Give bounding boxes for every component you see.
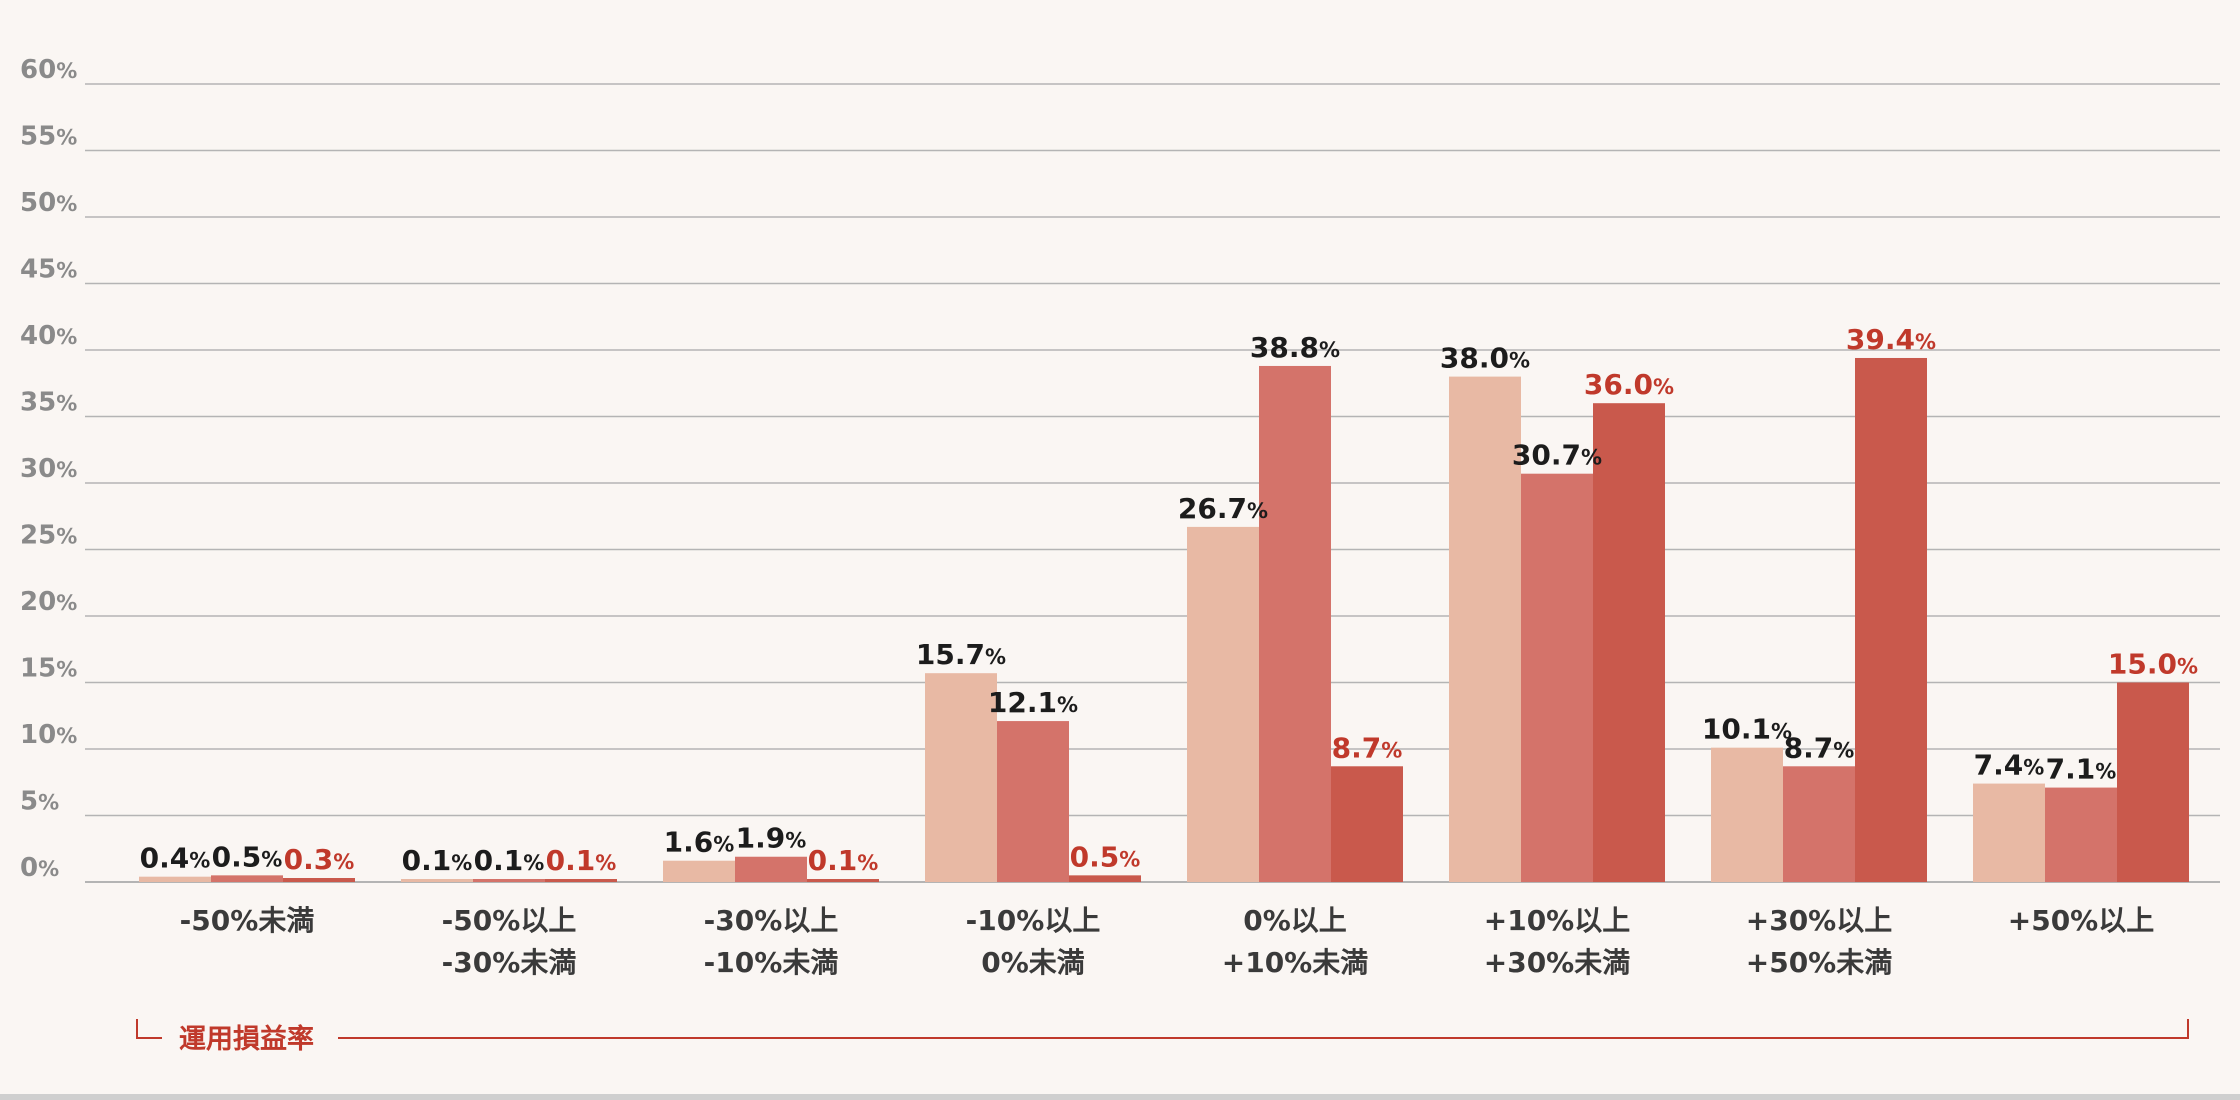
data-label: 15.0% (2108, 648, 2198, 681)
x-tick-label: 0%以上+10%未満 (1222, 904, 1368, 979)
bar (925, 673, 997, 882)
data-label: 15.7% (916, 638, 1006, 671)
bar (211, 875, 283, 882)
y-axis-ticks: 0% 5% 10% 15% 20% 25% 30% 35% 40% 45% 50% 55% 60% (20, 55, 77, 883)
y-tick-label: 0% (20, 853, 59, 883)
data-label: 38.8% (1250, 331, 1340, 364)
data-label: 0.5% (1070, 840, 1141, 873)
data-label: 7.1% (2046, 753, 2117, 786)
x-axis-categories: -50%未満 -50%以上-30%未満 -30%以上-10%未満 -10%以上 0%未満… (180, 904, 2155, 979)
x-tick-label: +10%以上+30%未満 (1484, 904, 1630, 979)
x-tick-label: +30%以上+50%未満 (1746, 904, 1892, 979)
data-label: 8.7% (1784, 731, 1855, 764)
bar (1711, 747, 1783, 882)
data-label: 0.3% (284, 843, 355, 876)
x-axis-title-group: 運用損益率 (136, 1019, 2189, 1055)
y-tick-label: 25% (20, 521, 77, 551)
bar (473, 879, 545, 882)
data-label: 0.4% (140, 842, 211, 875)
bottom-divider (0, 1094, 2240, 1100)
bar (283, 878, 355, 882)
data-label: 36.0% (1584, 368, 1674, 401)
data-label: 1.6% (664, 826, 735, 859)
data-label: 0.5% (212, 840, 283, 873)
bar (807, 879, 879, 882)
y-tick-label: 40% (20, 321, 77, 351)
axis-bracket-right (338, 1019, 2189, 1039)
data-label: 12.1% (988, 686, 1078, 719)
y-tick-label: 20% (20, 587, 77, 617)
data-label: 0.1% (474, 844, 545, 877)
x-tick-label: -10%以上 0%未満 (966, 904, 1101, 979)
data-label: 0.1% (546, 844, 617, 877)
bar (1449, 376, 1521, 882)
bar (1331, 766, 1403, 882)
x-tick-label: -50%未満 (180, 904, 315, 937)
x-tick-label: -30%以上-10%未満 (704, 904, 839, 979)
data-label: 8.7% (1332, 731, 1403, 764)
data-label: 1.9% (736, 822, 807, 855)
y-tick-label: 10% (20, 720, 77, 750)
bar (1855, 357, 1927, 883)
bar (735, 856, 807, 882)
x-tick-label: +50%以上 (2008, 904, 2154, 937)
x-axis-title: 運用損益率 (179, 1023, 314, 1055)
bar (1783, 766, 1855, 882)
data-label: 0.1% (402, 844, 473, 877)
y-tick-label: 45% (20, 255, 77, 285)
y-tick-label: 60% (20, 55, 77, 85)
bar (1259, 365, 1331, 883)
value-labels: 0.4% 0.5% 0.3% 0.1% 0.1% 0.1%1.6% 1.9%0.1%15.7… (140, 323, 2198, 877)
data-label: 39.4% (1846, 323, 1936, 356)
y-tick-label: 55% (20, 122, 77, 152)
y-tick-label: 15% (20, 654, 77, 684)
bar (663, 860, 735, 882)
y-tick-label: 5% (20, 787, 59, 817)
data-label: 0.1% (808, 844, 879, 877)
bar (1187, 526, 1259, 882)
y-tick-label: 30% (20, 454, 77, 484)
data-label: 30.7% (1512, 439, 1602, 472)
data-label: 10.1% (1702, 713, 1792, 746)
bars (139, 357, 2189, 883)
y-tick-label: 35% (20, 388, 77, 418)
bar (997, 721, 1069, 882)
data-label: 7.4% (1974, 749, 2045, 782)
bar (2117, 682, 2189, 882)
grid-lines (85, 83, 2220, 883)
bar (2045, 787, 2117, 882)
bar (1069, 875, 1141, 882)
data-label: 38.0% (1440, 342, 1530, 375)
bar (401, 879, 473, 882)
bar (1593, 403, 1665, 882)
bar (1521, 473, 1593, 882)
bar (1973, 783, 2045, 882)
y-tick-label: 50% (20, 188, 77, 218)
x-tick-label: -50%以上-30%未満 (442, 904, 577, 979)
data-label: 26.7% (1178, 492, 1268, 525)
bar (545, 879, 617, 882)
bar (139, 876, 211, 882)
axis-bracket-left (136, 1019, 162, 1039)
